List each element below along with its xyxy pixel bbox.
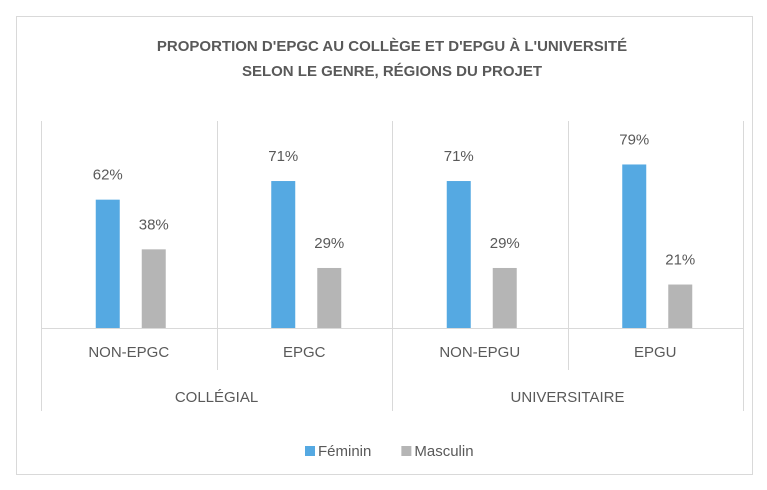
legend-label: Féminin [318, 443, 371, 460]
bar [271, 181, 296, 328]
bar [95, 199, 120, 328]
data-label: 38% [139, 216, 169, 233]
data-label: 62% [93, 167, 123, 184]
bar [446, 181, 471, 328]
x-tick-label: NON-EPGC [88, 344, 169, 361]
x-tick-label: EPGC [283, 344, 326, 361]
data-label: 79% [619, 131, 649, 148]
bar [141, 249, 166, 328]
data-label: 21% [665, 251, 695, 268]
group-label: UNIVERSITAIRE [511, 389, 625, 406]
bar [668, 284, 693, 328]
bar [317, 267, 342, 328]
chart-title: PROPORTION D'EPGC AU COLLÈGE ET D'EPGU À… [157, 38, 627, 55]
bar [492, 267, 517, 328]
bar [622, 164, 647, 328]
data-label: 29% [490, 235, 520, 252]
data-label: 71% [268, 148, 298, 165]
data-label: 71% [444, 148, 474, 165]
x-tick-label: NON-EPGU [439, 344, 520, 361]
legend-swatch [305, 446, 315, 456]
chart-title: SELON LE GENRE, RÉGIONS DU PROJET [242, 63, 542, 80]
data-label: 29% [314, 235, 344, 252]
x-tick-label: EPGU [634, 344, 677, 361]
legend-label: Masculin [414, 443, 473, 460]
group-label: COLLÉGIAL [175, 389, 258, 406]
legend-swatch [401, 446, 412, 456]
